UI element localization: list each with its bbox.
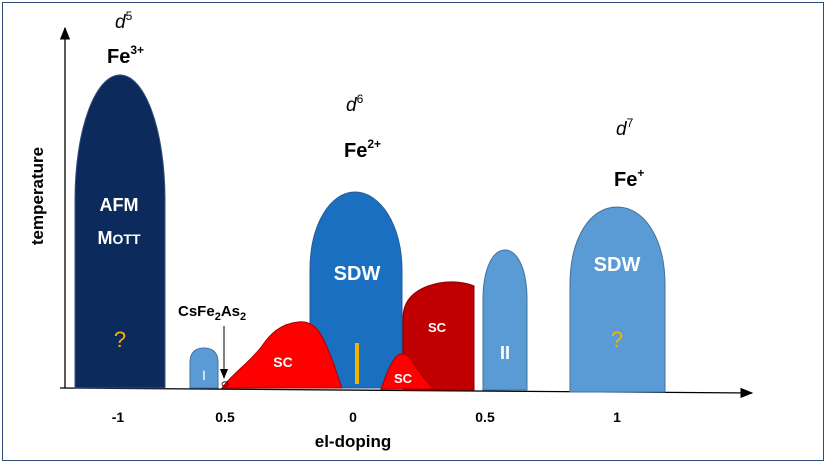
x-tick-label: 1 — [613, 409, 621, 425]
phase-i-label: I — [202, 367, 206, 383]
ion-fe1: Fe+ — [614, 166, 644, 191]
sdw-dome-right — [569, 206, 666, 393]
x-tick-label: 0.5 — [475, 409, 495, 425]
mott-label: MOTT — [98, 228, 141, 248]
sc-region-right — [402, 281, 475, 391]
question-mark-afm: ? — [114, 327, 126, 352]
sc-region-small — [380, 353, 436, 390]
y-axis-title: temperature — [28, 147, 47, 245]
orange-marker-bar — [355, 343, 359, 384]
config-d6: d6 — [346, 92, 364, 116]
config-d7: d7 — [616, 116, 634, 140]
x-axis-title: el-doping — [315, 432, 391, 451]
config-d5: d5 — [115, 9, 133, 33]
sdw-label-center: SDW — [334, 263, 381, 285]
sc-region-left — [221, 321, 343, 389]
ion-fe3: Fe3+ — [107, 43, 144, 68]
sdw-dome-center — [309, 191, 403, 389]
x-tick-label: -1 — [112, 409, 125, 425]
x-tick-label: 0 — [349, 409, 357, 425]
sc-label-right: SC — [428, 320, 447, 335]
afm-mott-dome — [74, 74, 166, 389]
figure-frame — [2, 2, 824, 461]
phase-ii-label: II — [500, 343, 510, 363]
sc-label-left: SC — [273, 354, 292, 370]
x-tick-label: 0.5 — [215, 409, 235, 425]
ion-fe2: Fe2+ — [344, 137, 381, 162]
phase-i-dome-small — [189, 347, 219, 389]
afm-label: AFM — [100, 195, 139, 215]
question-mark-right: ? — [611, 327, 623, 352]
compound-label: CsFe2As2 — [178, 303, 246, 323]
phase-ii-dome — [482, 249, 528, 391]
sdw-label-right: SDW — [594, 254, 641, 276]
compound-point — [221, 381, 229, 387]
sc-label-small: SC — [394, 371, 413, 386]
